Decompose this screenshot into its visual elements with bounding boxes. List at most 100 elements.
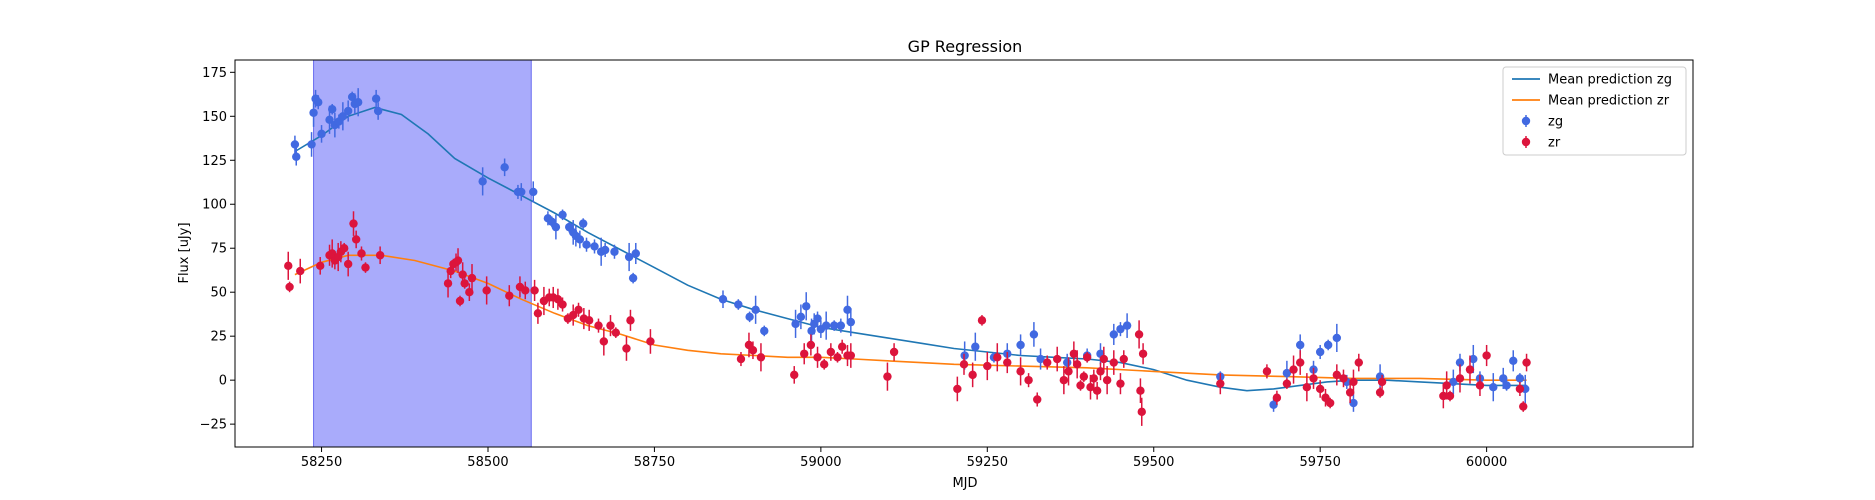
zr-marker xyxy=(1289,365,1298,374)
zr-marker xyxy=(790,370,799,380)
zr-point xyxy=(953,376,962,402)
zr-marker xyxy=(343,259,353,269)
zr-marker xyxy=(1465,365,1475,374)
zr-point xyxy=(284,251,293,280)
zr-point xyxy=(357,246,366,261)
zr-marker xyxy=(285,282,294,292)
zr-marker xyxy=(594,321,603,330)
zr-marker xyxy=(1216,379,1225,388)
zg-marker xyxy=(1036,354,1045,364)
zr-marker xyxy=(1116,379,1125,388)
zr-marker xyxy=(1519,402,1528,411)
zg-marker xyxy=(745,312,754,322)
zg-point xyxy=(1509,350,1518,372)
zg-point xyxy=(590,239,599,254)
zg-point xyxy=(1502,380,1511,391)
zr-point xyxy=(1262,364,1272,379)
zg-marker xyxy=(500,163,509,172)
zg-marker xyxy=(813,314,822,323)
zr-point xyxy=(983,352,992,381)
zr-marker xyxy=(521,286,530,295)
zr-point xyxy=(1016,357,1025,386)
zr-point xyxy=(343,251,353,277)
zr-marker xyxy=(1134,330,1144,339)
zr-marker xyxy=(1072,360,1082,369)
zr-point xyxy=(1515,381,1525,396)
chart-title: GP Regression xyxy=(908,37,1023,56)
zr-point xyxy=(339,242,349,254)
zr-point xyxy=(1134,320,1144,349)
shaded-region xyxy=(313,59,532,448)
zr-marker xyxy=(846,351,856,360)
zg-point xyxy=(829,320,839,331)
zg-marker xyxy=(317,129,326,139)
zg-point xyxy=(1315,344,1325,360)
zg-marker xyxy=(1016,340,1025,350)
zr-point xyxy=(959,353,969,375)
zr-marker xyxy=(837,342,847,351)
zr-marker xyxy=(505,291,514,300)
zr-marker xyxy=(1375,388,1385,397)
zr-point xyxy=(1519,401,1528,412)
zr-point xyxy=(1043,355,1052,370)
zr-point xyxy=(1216,373,1225,395)
zr-point xyxy=(756,343,766,372)
zg-marker xyxy=(600,245,610,255)
zr-marker xyxy=(533,309,543,318)
zr-point xyxy=(1272,390,1282,405)
zr-marker xyxy=(646,337,655,346)
zr-marker xyxy=(1138,349,1148,358)
zr-marker xyxy=(1475,381,1485,390)
zr-marker xyxy=(953,384,962,394)
zr-marker xyxy=(1059,375,1069,385)
zr-marker xyxy=(1339,374,1348,383)
zr-marker xyxy=(800,349,809,358)
zr-point xyxy=(351,230,361,249)
zr-point xyxy=(736,352,746,367)
zg-point xyxy=(500,158,509,177)
zr-marker xyxy=(482,286,491,295)
zr-marker xyxy=(443,279,453,288)
zr-point xyxy=(1465,355,1475,384)
zr-marker xyxy=(1086,382,1095,392)
zr-marker xyxy=(351,235,361,244)
zg-point xyxy=(745,311,754,323)
zr-marker xyxy=(584,316,594,325)
zr-point xyxy=(968,362,977,388)
zg-point xyxy=(328,103,337,115)
zr-marker xyxy=(453,256,463,265)
zr-marker xyxy=(1262,367,1272,376)
zr-marker xyxy=(1136,386,1145,395)
zr-marker xyxy=(599,337,609,346)
zg-marker xyxy=(558,210,567,219)
zr-point xyxy=(460,278,469,289)
zg-marker xyxy=(1455,358,1465,367)
zg-point xyxy=(1323,339,1333,351)
zr-marker xyxy=(1515,384,1525,394)
zg-marker xyxy=(325,115,334,125)
zg-point xyxy=(373,102,383,120)
y-tick-label: 25 xyxy=(210,330,227,345)
zr-marker xyxy=(1079,372,1089,381)
zr-point xyxy=(584,309,594,331)
zr-point xyxy=(505,285,514,307)
zg-point xyxy=(575,230,585,249)
zg-marker xyxy=(628,273,638,283)
zr-marker xyxy=(349,219,358,228)
zr-marker xyxy=(736,354,746,364)
zg-marker xyxy=(478,177,487,186)
zr-marker xyxy=(296,266,305,276)
zg-marker xyxy=(582,240,591,249)
zr-marker xyxy=(1099,354,1109,364)
zr-marker xyxy=(1024,375,1033,385)
zg-point xyxy=(578,218,588,229)
zr-marker xyxy=(1053,354,1062,364)
x-tick-label: 59250 xyxy=(967,455,1008,470)
zg-point xyxy=(309,98,318,127)
x-axis-label: MJD xyxy=(952,476,977,491)
zg-marker xyxy=(836,321,846,330)
zg-point xyxy=(836,318,846,333)
zg-marker xyxy=(529,187,538,197)
zg-point xyxy=(582,237,591,252)
zr-marker xyxy=(1089,374,1099,383)
